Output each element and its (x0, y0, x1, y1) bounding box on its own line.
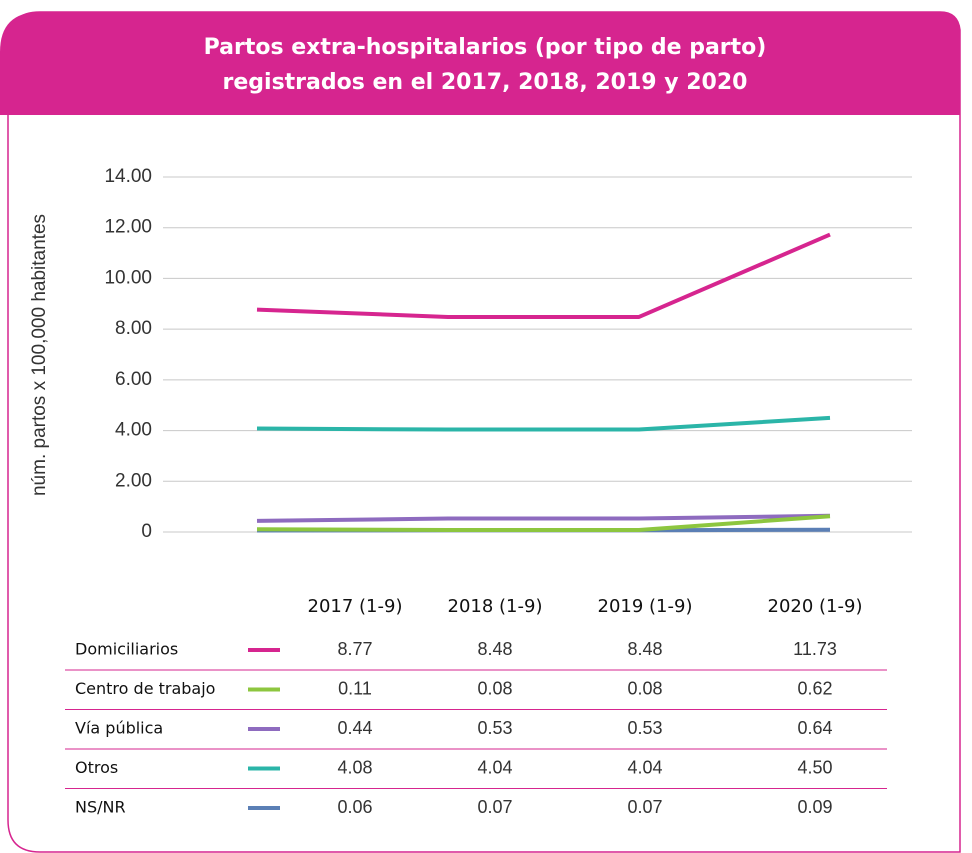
table-cell: 8.48 (627, 639, 662, 659)
table-cell: 4.50 (797, 757, 832, 777)
table-cell: 0.62 (797, 678, 832, 698)
table-cell: 0.08 (627, 678, 662, 698)
column-header: 2018 (1-9) (448, 596, 543, 617)
chart-title: Partos extra-hospitalarios (por tipo de … (204, 35, 767, 60)
series-line (256, 232, 831, 319)
table-cell: 4.04 (627, 757, 662, 777)
y-tick-label: 0 (141, 521, 152, 542)
table-cell: 0.07 (477, 797, 512, 817)
row-label: Domiciliarios (75, 640, 178, 659)
y-tick-label: 2.00 (115, 470, 152, 491)
table-cell: 0.07 (627, 797, 662, 817)
column-header: 2019 (1-9) (598, 596, 693, 617)
row-label: Vía pública (75, 719, 163, 738)
header (0, 12, 960, 115)
table-cell: 4.04 (477, 757, 512, 777)
table-cell: 0.64 (797, 718, 832, 738)
series-line (256, 513, 831, 523)
table-cell: 8.77 (337, 639, 372, 659)
row-label: Centro de trabajo (75, 679, 215, 698)
table-cell: 4.08 (337, 757, 372, 777)
series-line (256, 415, 831, 432)
column-header: 2017 (1-9) (308, 596, 403, 617)
table-cell: 11.73 (793, 639, 837, 659)
table-cell: 0.11 (338, 678, 372, 698)
chart-title: registrados en el 2017, 2018, 2019 y 202… (223, 70, 748, 95)
table-cell: 0.09 (797, 797, 832, 817)
y-tick-label: 6.00 (115, 369, 152, 390)
row-label: NS/NR (75, 798, 126, 817)
y-tick-label: 10.00 (104, 267, 152, 288)
y-tick-label: 14.00 (104, 166, 152, 187)
row-label: Otros (75, 758, 118, 777)
series-line (256, 514, 831, 532)
table-cell: 0.53 (627, 718, 662, 738)
table-cell: 0.44 (337, 718, 372, 738)
table-cell: 0.06 (337, 797, 372, 817)
table-cell: 0.08 (477, 678, 512, 698)
table-cell: 8.48 (477, 639, 512, 659)
y-axis-label: núm. partos x 100,000 habitantes (29, 214, 50, 496)
column-header: 2020 (1-9) (768, 596, 863, 617)
y-tick-label: 8.00 (115, 318, 152, 339)
table-cell: 0.53 (477, 718, 512, 738)
y-tick-label: 12.00 (104, 217, 152, 238)
y-tick-label: 4.00 (115, 420, 152, 441)
